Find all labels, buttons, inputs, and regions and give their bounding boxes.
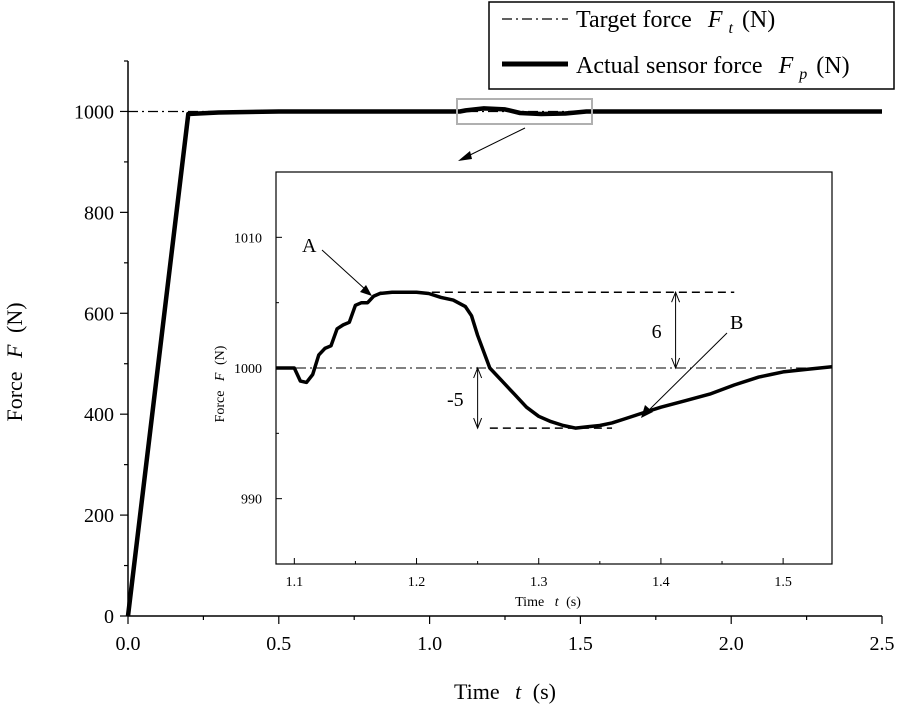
legend: Target force F t (N) Actual sensor force…	[488, 1, 895, 90]
legend-target-sub: t	[728, 20, 733, 37]
main-y-tick-label: 800	[84, 202, 114, 224]
legend-target-unit: (N)	[742, 7, 775, 33]
main-series	[125, 106, 882, 617]
inset-plot: 990 1000 1010 1.1 1.2 1.3 1.4 1.5 6 -5 A B Force F…	[213, 171, 833, 610]
inset-axes: 990 1000 1010 1.1 1.2 1.3 1.4 1.5	[234, 171, 792, 590]
legend-actual-prefix: Actual sensor force	[576, 53, 763, 79]
annotation-a-label: A	[302, 235, 317, 257]
main-y-label-unit: (N)	[2, 302, 27, 333]
main-y-label-prefix: Force	[2, 371, 27, 421]
main-x-label-symbol: t	[515, 679, 522, 704]
annotation-b-arrow	[647, 332, 728, 412]
legend-actual-sub: p	[798, 66, 807, 83]
diff-down-label: -5	[447, 389, 464, 411]
zoom-arrow-line	[465, 127, 526, 158]
inset-x-tick-label: 1.4	[652, 575, 670, 590]
main-x-label: Time t (s)	[454, 679, 556, 704]
main-x-tick-label: 2.5	[870, 633, 895, 655]
inset-series-actual	[276, 290, 833, 430]
main-y-label-symbol: F	[2, 344, 27, 359]
main-x-tick-label: 0.0	[116, 633, 141, 655]
inset-x-label-symbol: t	[555, 595, 560, 610]
inset-x-tick-label: 1.3	[530, 575, 548, 590]
main-y-tick-label: 1000	[74, 101, 114, 123]
main-x-label-unit: (s)	[533, 679, 556, 704]
main-y-tick-label: 600	[84, 303, 114, 325]
annotation-a-arrow-head	[360, 285, 372, 296]
inset-x-tick-label: 1.2	[408, 575, 426, 590]
legend-target-prefix: Target force	[576, 7, 692, 33]
main-x-tick-label: 1.5	[568, 633, 593, 655]
annotation-a-arrow	[321, 249, 367, 291]
inset-x-label-prefix: Time	[515, 595, 544, 610]
main-x-label-prefix: Time	[454, 679, 500, 704]
main-x-axis: 0.0 0.5 1.0 1.5 2.0 2.5	[116, 616, 895, 655]
inset-y-tick-label: 990	[241, 493, 262, 508]
legend-target-symbol: F	[707, 7, 723, 33]
main-x-tick-label: 2.0	[719, 633, 744, 655]
inset-x-label-unit: (s)	[566, 595, 581, 610]
diff-up-label: 6	[652, 321, 662, 343]
legend-actual-label: Actual sensor force F p (N)	[576, 53, 850, 85]
main-y-label: Force F (N)	[2, 302, 27, 421]
main-y-tick-label: 400	[84, 404, 114, 426]
inset-y-label-symbol: F	[213, 372, 228, 382]
inset-series	[276, 290, 833, 430]
legend-actual-symbol: F	[778, 53, 794, 79]
main-plot: 0 200 400 600 800 1000 0.0 0.5 1.0 1.5 2.0 2.5 For…	[2, 60, 895, 704]
inset-y-tick-label: 1000	[234, 362, 262, 377]
main-y-tick-label: 200	[84, 505, 114, 527]
inset-y-label-unit: (N)	[213, 345, 228, 365]
main-y-tick-label: 0	[104, 606, 114, 628]
legend-box	[488, 1, 895, 90]
inset-x-label: Time t (s)	[515, 595, 581, 610]
main-y-axis: 0 200 400 600 800 1000	[74, 60, 128, 628]
inset-y-label: Force F (N)	[213, 345, 228, 422]
inset-x-tick-label: 1.1	[286, 575, 304, 590]
main-series-actual	[125, 106, 882, 617]
inset-y-tick-label: 1010	[234, 231, 262, 246]
diff-down-arrow-head-top	[473, 366, 483, 379]
diff-down-arrow-head-bottom	[473, 417, 483, 430]
annotation-b-label: B	[730, 312, 743, 334]
legend-actual-unit: (N)	[816, 53, 849, 79]
annotation-b-arrow-head	[641, 405, 653, 418]
main-x-tick-label: 0.5	[266, 633, 291, 655]
diff-up-arrow-head-bottom	[671, 357, 681, 370]
inset-y-label-prefix: Force	[213, 391, 228, 423]
zoom-region-box	[456, 98, 593, 125]
legend-target-label: Target force F t (N)	[576, 7, 775, 39]
zoom-arrow-head	[458, 151, 472, 161]
inset-annotations: 6 -5 A B	[302, 235, 743, 430]
inset-x-tick-label: 1.5	[774, 575, 792, 590]
main-x-tick-label: 1.0	[417, 633, 442, 655]
diff-up-arrow-head-top	[671, 290, 681, 303]
